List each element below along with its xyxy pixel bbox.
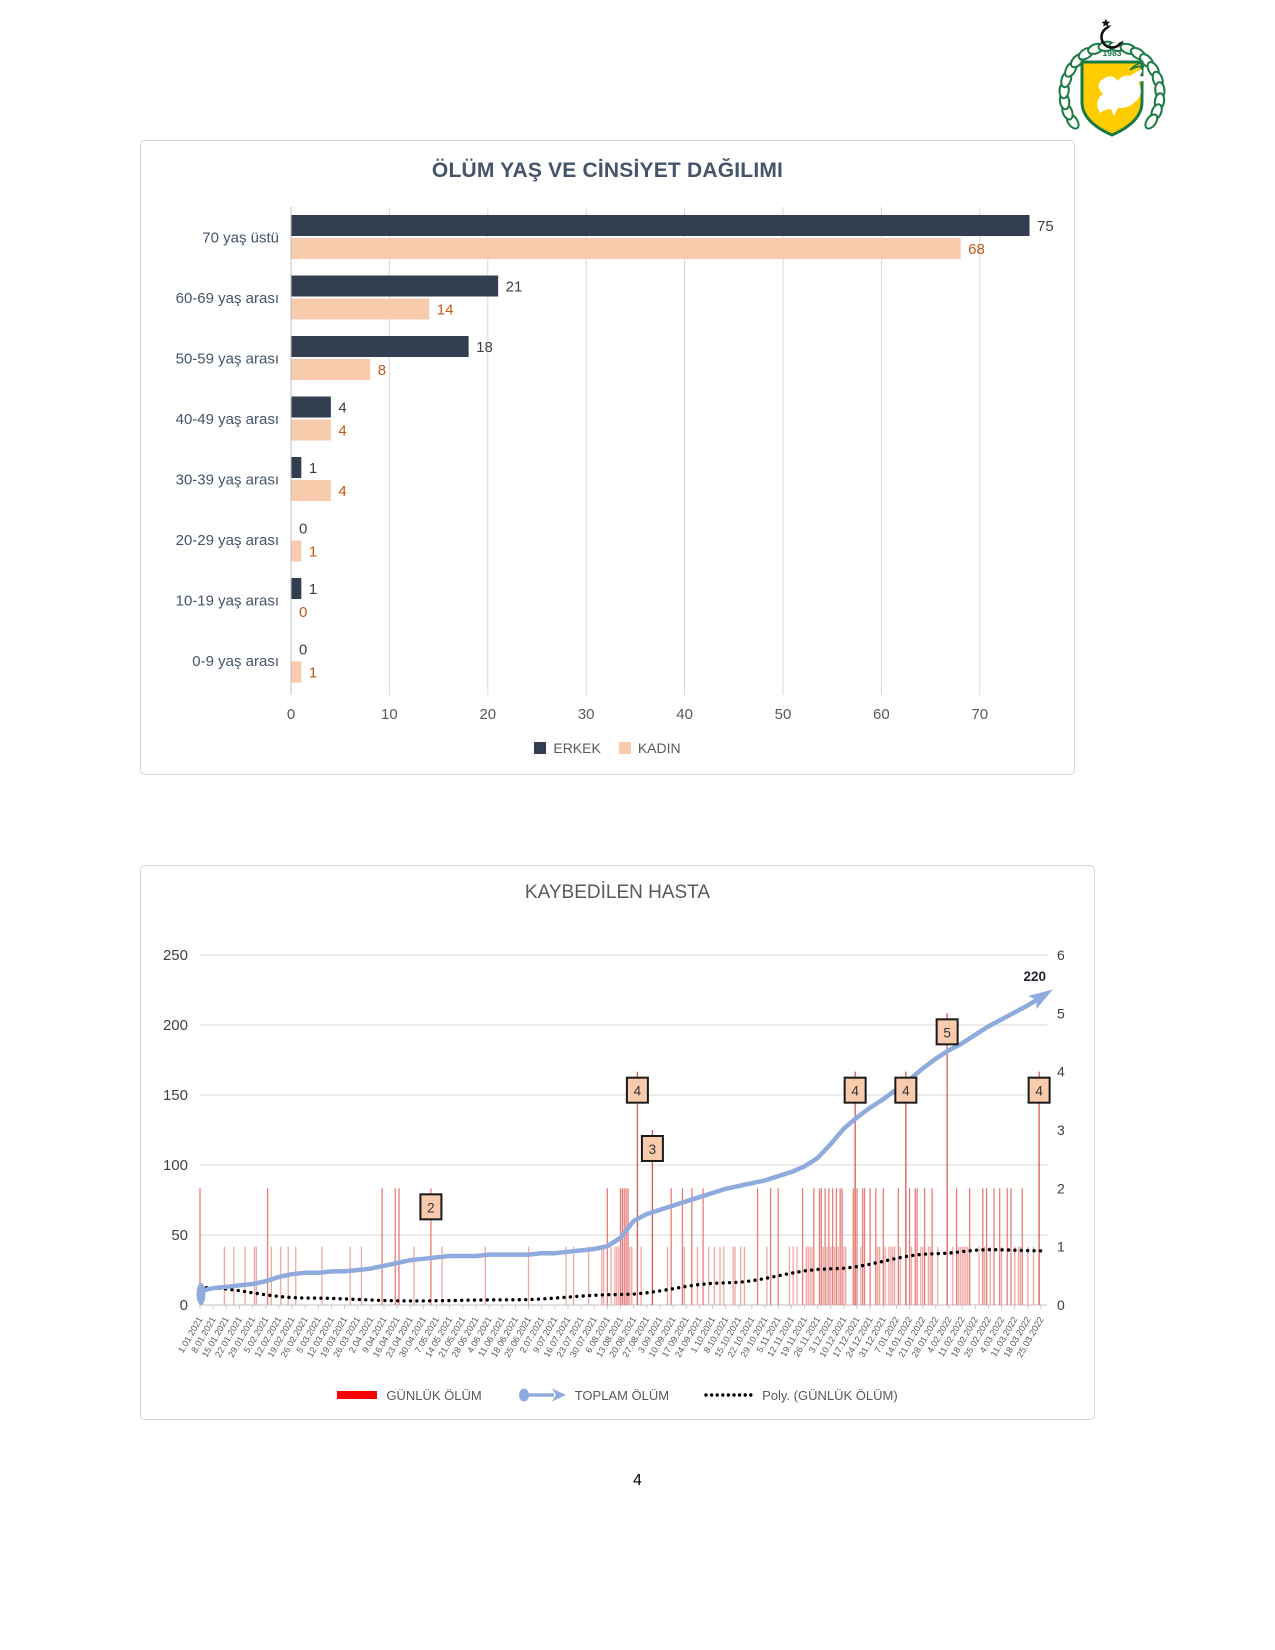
svg-text:4: 4 <box>338 400 346 417</box>
svg-text:14: 14 <box>437 302 454 319</box>
legend-item-erkek: ERKEK <box>534 740 601 756</box>
legend-item-kadin: KADIN <box>618 740 681 756</box>
svg-text:220: 220 <box>1023 969 1046 984</box>
legend-item-poly: Poly. (GÜNLÜK ÖLÜM) <box>703 1388 898 1403</box>
svg-text:150: 150 <box>163 1087 188 1104</box>
svg-text:40: 40 <box>676 706 693 723</box>
svg-text:8: 8 <box>378 362 386 379</box>
svg-text:70: 70 <box>971 706 988 723</box>
deaths-timeline-chart: KAYBEDİLEN HASTA 0 50 100 150 200 250 0 1 2 3 4 5 6 1… <box>140 865 1095 1420</box>
legend-label-kadin: KADIN <box>637 740 681 756</box>
trnc-emblem: 1983 <box>1058 18 1166 137</box>
svg-text:3: 3 <box>649 1142 657 1157</box>
legend-item-gunluk-olum: GÜNLÜK ÖLÜM <box>337 1387 482 1403</box>
dove-icon <box>1097 62 1148 116</box>
svg-text:60-69 yaş arası: 60-69 yaş arası <box>176 290 279 307</box>
page-number: 4 <box>633 1472 642 1489</box>
svg-text:21: 21 <box>506 279 523 296</box>
svg-text:50: 50 <box>775 706 792 723</box>
chart2-legend: GÜNLÜK ÖLÜM TOPLAM ÖLÜM Poly. (GÜNLÜK ÖL… <box>141 1387 1094 1403</box>
svg-text:4: 4 <box>851 1084 859 1099</box>
svg-text:30: 30 <box>578 706 595 723</box>
svg-text:4: 4 <box>338 423 346 440</box>
svg-text:4: 4 <box>634 1084 642 1099</box>
svg-text:75: 75 <box>1037 218 1054 235</box>
svg-text:10: 10 <box>381 706 398 723</box>
olive-wreath-icon <box>1058 40 1166 130</box>
svg-text:0: 0 <box>299 521 307 538</box>
svg-text:1: 1 <box>309 460 317 477</box>
crescent-star-icon <box>1100 18 1126 49</box>
svg-text:4: 4 <box>1035 1084 1043 1099</box>
svg-text:10-19 yaş arası: 10-19 yaş arası <box>176 592 279 609</box>
svg-text:1: 1 <box>309 581 317 598</box>
svg-text:0: 0 <box>180 1297 188 1314</box>
legend-label-toplam-olum: TOPLAM ÖLÜM <box>574 1387 670 1403</box>
svg-text:250: 250 <box>163 947 188 964</box>
svg-text:1: 1 <box>1057 1239 1065 1255</box>
legend-label-poly: Poly. (GÜNLÜK ÖLÜM) <box>762 1387 898 1403</box>
svg-text:6: 6 <box>1057 947 1065 963</box>
daily-deaths-swatch-icon <box>337 1391 378 1399</box>
svg-text:60: 60 <box>873 706 890 723</box>
svg-text:30-39 yaş arası: 30-39 yaş arası <box>176 471 279 488</box>
svg-text:5: 5 <box>1057 1005 1065 1021</box>
svg-text:40-49 yaş arası: 40-49 yaş arası <box>176 411 279 428</box>
svg-text:0: 0 <box>1057 1297 1065 1313</box>
chart1-title: ÖLÜM YAŞ VE CİNSİYET DAĞILIMI <box>431 159 784 182</box>
svg-text:50-59 yaş arası: 50-59 yaş arası <box>176 350 279 367</box>
svg-text:0-9 yaş arası: 0-9 yaş arası <box>192 653 279 670</box>
emblem-year: 1983 <box>1103 48 1122 58</box>
svg-text:50: 50 <box>171 1227 188 1244</box>
svg-text:2: 2 <box>1057 1180 1065 1196</box>
svg-text:1: 1 <box>309 544 317 561</box>
svg-text:5: 5 <box>943 1025 951 1040</box>
svg-text:68: 68 <box>968 241 985 258</box>
legend-label-gunluk-olum: GÜNLÜK ÖLÜM <box>386 1387 482 1403</box>
kadin-swatch-icon <box>618 742 631 754</box>
total-deaths-swatch-icon <box>518 1388 566 1402</box>
svg-text:4: 4 <box>1057 1064 1065 1080</box>
svg-text:3: 3 <box>1057 1122 1065 1138</box>
legend-label-erkek: ERKEK <box>553 740 601 756</box>
svg-text:0: 0 <box>299 604 307 621</box>
svg-text:2: 2 <box>427 1200 435 1215</box>
svg-text:4: 4 <box>338 483 346 500</box>
svg-text:1: 1 <box>309 665 317 682</box>
svg-text:18: 18 <box>476 339 493 356</box>
age-gender-chart: ÖLÜM YAŞ VE CİNSİYET DAĞILIMI 0 10 20 30 40 5… <box>140 140 1075 775</box>
svg-text:20-29 yaş arası: 20-29 yaş arası <box>176 532 279 549</box>
poly-trend-swatch-icon <box>704 1393 755 1397</box>
svg-text:0: 0 <box>287 706 295 723</box>
chart2-title: KAYBEDİLEN HASTA <box>524 882 711 903</box>
chart1-legend: ERKEK KADIN <box>141 740 1074 756</box>
svg-text:100: 100 <box>163 1157 188 1174</box>
svg-text:0: 0 <box>299 642 307 659</box>
svg-text:20: 20 <box>479 706 496 723</box>
svg-text:70 yaş üstü: 70 yaş üstü <box>202 229 279 246</box>
legend-item-toplam-olum: TOPLAM ÖLÜM <box>516 1387 669 1403</box>
svg-text:4: 4 <box>902 1084 910 1099</box>
svg-text:200: 200 <box>163 1017 188 1034</box>
erkek-swatch-icon <box>534 742 547 754</box>
deaths-timeline-plot: 05010015020025001234561.01.20218.01.2021… <box>163 947 1065 1359</box>
